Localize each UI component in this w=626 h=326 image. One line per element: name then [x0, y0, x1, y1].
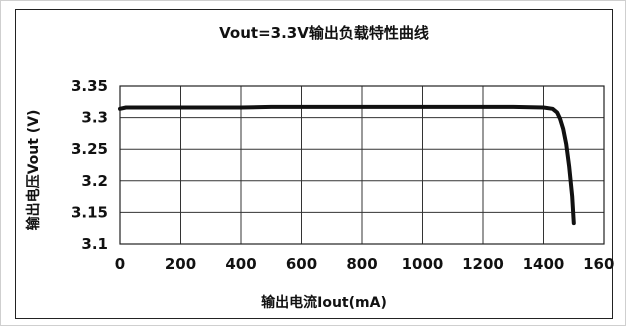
y-tick-label: 3.15	[71, 203, 108, 221]
x-tick-label: 600	[286, 255, 317, 273]
x-tick-label: 1200	[462, 255, 504, 273]
x-tick-label: 400	[225, 255, 256, 273]
y-axis-ticks: 3.35 3.3 3.25 3.2 3.15 3.1	[71, 77, 108, 253]
x-tick-label: 1000	[402, 255, 444, 273]
x-tick-label: 1400	[523, 255, 565, 273]
grid	[119, 85, 605, 245]
x-axis-label: 输出电流Iout(mA)	[261, 294, 387, 311]
x-axis-ticks: 0 200 400 600 800 1000 1200 1400 1600	[115, 255, 614, 273]
y-tick-label: 3.3	[81, 109, 108, 127]
series-line	[118, 104, 576, 226]
chart-panel: Vout=3.3V输出负载特性曲线 3.35 3.3 3.25 3.2 3.15 3.1 …	[15, 9, 614, 319]
y-axis-label: 输出电压Vout (V)	[25, 110, 42, 231]
y-tick-label: 3.2	[81, 172, 108, 190]
series-group	[118, 104, 576, 226]
x-tick-label: 1600	[583, 255, 614, 273]
y-tick-label: 3.35	[71, 77, 108, 95]
x-tick-label: 0	[115, 255, 125, 273]
x-tick-label: 200	[165, 255, 196, 273]
chart-title: Vout=3.3V输出负载特性曲线	[219, 24, 429, 42]
x-tick-label: 800	[346, 255, 377, 273]
y-tick-label: 3.1	[81, 235, 108, 253]
y-tick-label: 3.25	[71, 140, 108, 158]
plot-area	[119, 85, 605, 245]
chart-svg: Vout=3.3V输出负载特性曲线 3.353.33.253.23.153.1 …	[25, 24, 614, 311]
